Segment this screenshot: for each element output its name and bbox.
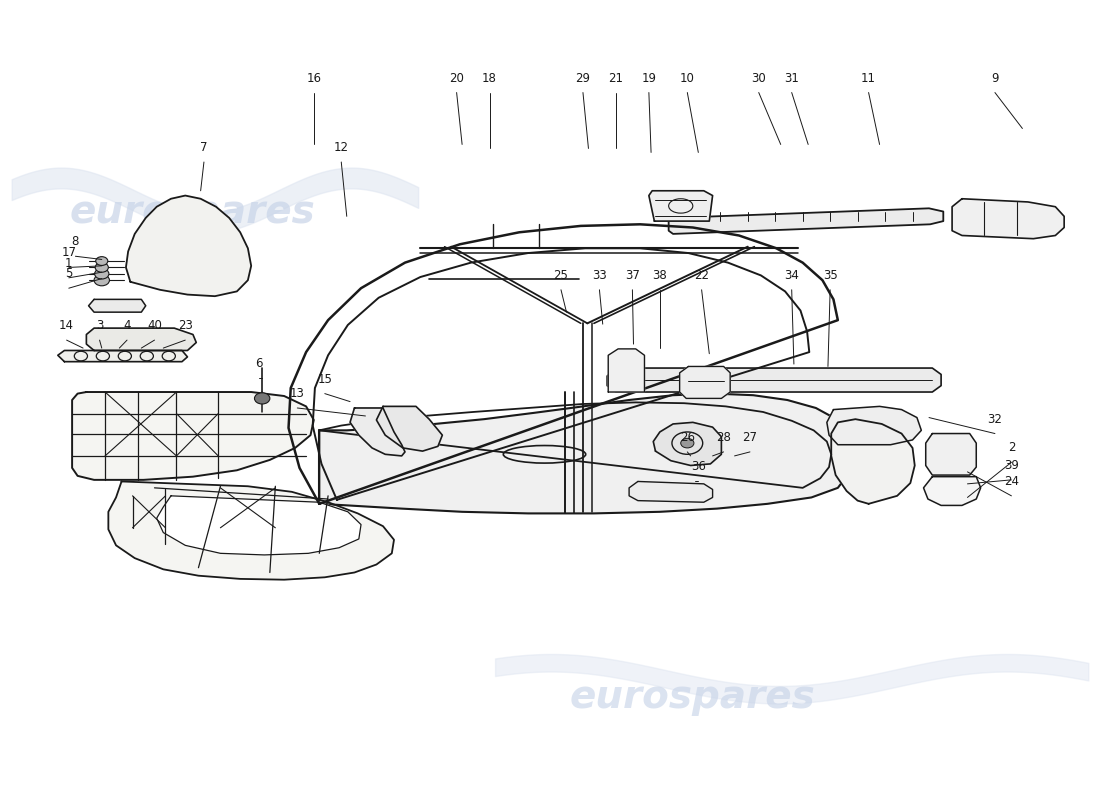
Circle shape bbox=[254, 393, 270, 404]
Text: 30: 30 bbox=[751, 71, 766, 85]
Polygon shape bbox=[608, 349, 645, 392]
Text: 36: 36 bbox=[691, 461, 706, 474]
Text: 14: 14 bbox=[59, 319, 74, 332]
Text: 13: 13 bbox=[290, 387, 305, 400]
Polygon shape bbox=[653, 422, 722, 466]
Text: 5: 5 bbox=[65, 267, 73, 280]
Text: 17: 17 bbox=[62, 246, 76, 259]
Polygon shape bbox=[924, 477, 981, 506]
Text: 28: 28 bbox=[716, 431, 732, 444]
Text: 11: 11 bbox=[861, 71, 876, 85]
Polygon shape bbox=[926, 434, 977, 475]
Text: 20: 20 bbox=[449, 71, 464, 85]
Polygon shape bbox=[58, 350, 187, 362]
Text: 18: 18 bbox=[482, 71, 497, 85]
Text: 4: 4 bbox=[123, 319, 131, 332]
Polygon shape bbox=[953, 198, 1064, 238]
Text: 12: 12 bbox=[333, 141, 349, 154]
Polygon shape bbox=[827, 406, 922, 445]
Polygon shape bbox=[832, 419, 915, 504]
Text: 15: 15 bbox=[317, 373, 332, 386]
Polygon shape bbox=[73, 392, 314, 480]
Polygon shape bbox=[87, 328, 196, 350]
Text: 40: 40 bbox=[147, 319, 162, 332]
Circle shape bbox=[681, 438, 694, 448]
Text: 9: 9 bbox=[991, 71, 999, 85]
Text: 22: 22 bbox=[694, 269, 710, 282]
Text: 3: 3 bbox=[96, 319, 103, 332]
Text: 10: 10 bbox=[680, 71, 695, 85]
Polygon shape bbox=[607, 368, 942, 392]
Text: eurospares: eurospares bbox=[70, 194, 316, 231]
Text: 29: 29 bbox=[575, 71, 591, 85]
Text: 2: 2 bbox=[1008, 442, 1015, 454]
Text: 37: 37 bbox=[625, 269, 640, 282]
Polygon shape bbox=[156, 496, 361, 555]
Polygon shape bbox=[125, 195, 251, 296]
Text: 16: 16 bbox=[306, 71, 321, 85]
Text: 35: 35 bbox=[823, 269, 837, 282]
Text: 19: 19 bbox=[641, 71, 657, 85]
Text: 26: 26 bbox=[680, 431, 695, 444]
Circle shape bbox=[96, 257, 108, 266]
Polygon shape bbox=[109, 482, 394, 580]
Text: 34: 34 bbox=[784, 269, 799, 282]
Text: 7: 7 bbox=[200, 141, 208, 154]
Circle shape bbox=[95, 269, 109, 279]
Text: 27: 27 bbox=[742, 431, 758, 444]
Text: 24: 24 bbox=[1004, 475, 1019, 488]
Text: 39: 39 bbox=[1004, 459, 1019, 472]
Text: eurospares: eurospares bbox=[570, 678, 816, 716]
Polygon shape bbox=[629, 482, 713, 502]
Text: 6: 6 bbox=[255, 357, 263, 370]
Circle shape bbox=[96, 262, 109, 272]
Polygon shape bbox=[319, 394, 851, 514]
Polygon shape bbox=[669, 208, 944, 234]
Circle shape bbox=[95, 274, 110, 286]
Text: 23: 23 bbox=[178, 319, 192, 332]
Polygon shape bbox=[376, 406, 442, 451]
Text: 38: 38 bbox=[652, 269, 668, 282]
Polygon shape bbox=[89, 299, 145, 312]
Text: 31: 31 bbox=[784, 71, 799, 85]
Text: 1: 1 bbox=[65, 257, 73, 270]
Text: 33: 33 bbox=[592, 269, 607, 282]
Text: 32: 32 bbox=[988, 413, 1002, 426]
Text: 21: 21 bbox=[608, 71, 624, 85]
Polygon shape bbox=[649, 190, 713, 221]
Polygon shape bbox=[680, 366, 730, 398]
Text: 25: 25 bbox=[553, 269, 569, 282]
Text: 8: 8 bbox=[72, 235, 79, 248]
Polygon shape bbox=[350, 408, 405, 456]
